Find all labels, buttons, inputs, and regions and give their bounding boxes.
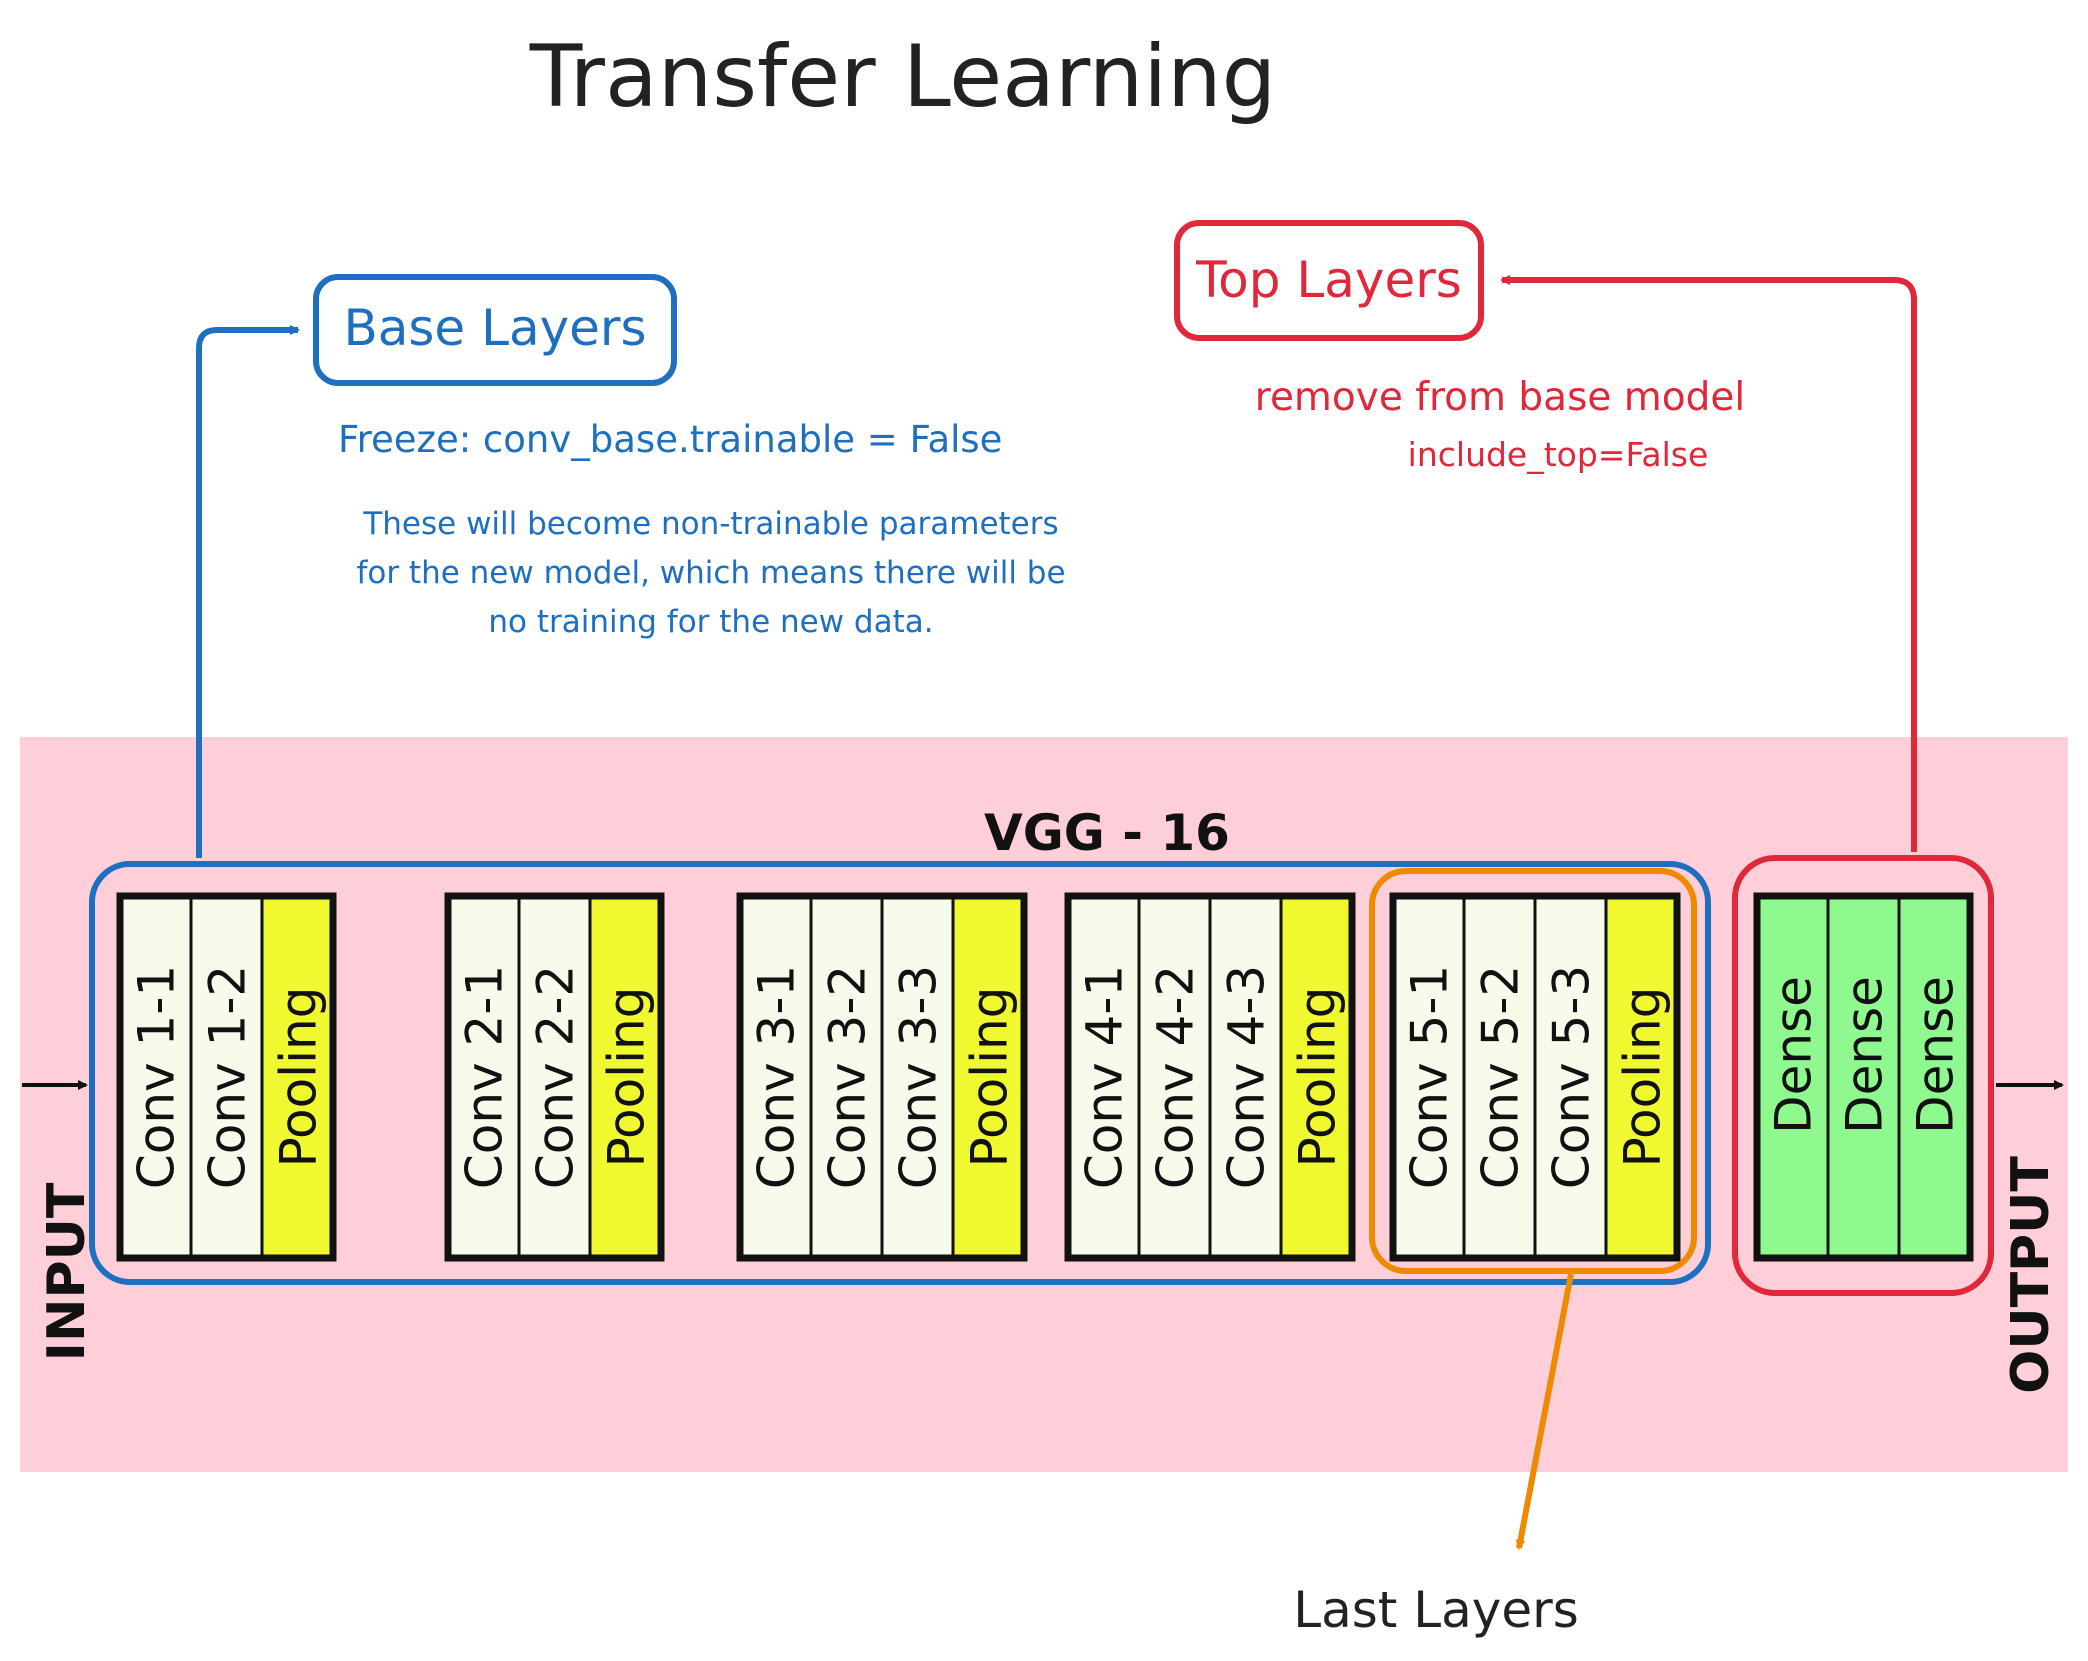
layer-label: Pooling: [270, 987, 328, 1168]
layer-label: Conv 4-2: [1147, 965, 1205, 1189]
top-layers-code: include_top=False: [1408, 435, 1709, 474]
last-layers-label: Last Layers: [1293, 1581, 1579, 1639]
layer-conv: [809, 894, 884, 1260]
layer-label: Pooling: [598, 987, 656, 1168]
base-layers-box: [313, 274, 677, 386]
base-layers-outline: [89, 861, 1711, 1285]
layer-block-frame: [444, 892, 665, 1262]
layer-label: Pooling: [1614, 987, 1672, 1168]
layer-label: Dense: [1765, 976, 1823, 1134]
layer-blocks: Conv 1-1 Conv 1-2 Pooling Conv 2-1 Conv 2-2 P…: [116, 892, 1974, 1262]
layer-conv: [1462, 894, 1537, 1260]
layer-conv: [1066, 894, 1141, 1260]
layer-pool: [951, 894, 1026, 1260]
input-label: INPUT: [37, 1182, 97, 1361]
diagram-title: Transfer Learning: [529, 27, 1277, 127]
layer-block-frame: [736, 892, 1028, 1262]
layer-label: Conv 4-3: [1218, 965, 1276, 1189]
layer-conv: [446, 894, 521, 1260]
network-name: VGG - 16: [984, 804, 1230, 862]
last-layers-outline: [1369, 868, 1697, 1274]
layer-block-1: Conv 1-1 Conv 1-2 Pooling: [116, 892, 337, 1262]
layer-label: Conv 5-2: [1472, 965, 1530, 1189]
base-layers-label: Base Layers: [343, 299, 646, 357]
layer-block-frame: [1064, 892, 1356, 1262]
layer-label: Conv 2-2: [527, 965, 585, 1189]
layer-block-2: Conv 2-1 Conv 2-2 Pooling: [444, 892, 665, 1262]
layer-conv: [738, 894, 813, 1260]
top-layers-label: Top Layers: [1195, 251, 1462, 309]
freeze-note: Freeze: conv_base.trainable = False: [338, 418, 1002, 461]
layer-block-3: Conv 3-1 Conv 3-2 Conv 3-3 Pooling: [736, 892, 1028, 1262]
layer-block-frame: [1389, 892, 1681, 1262]
layer-conv: [118, 894, 193, 1260]
top-layers-note: remove from base model: [1255, 375, 1745, 420]
layer-label: Conv 3-2: [819, 965, 877, 1189]
last-layers-arrow: [1515, 1273, 1574, 1550]
layer-dense: [1897, 894, 1972, 1260]
network-panel: [20, 737, 2068, 1472]
top-layers-outline: [1732, 855, 1994, 1296]
layer-block-frame: [1753, 892, 1974, 1262]
top-layers-box: [1174, 220, 1484, 341]
base-layers-description-3: no training for the new data.: [488, 604, 933, 640]
layer-label: Conv 5-1: [1401, 965, 1459, 1189]
base-layers-description-1: These will become non-trainable paramete…: [362, 506, 1058, 542]
base-layers-description-2: for the new model, which means there wil…: [356, 555, 1065, 591]
layer-label: Pooling: [1289, 987, 1347, 1168]
layer-label: Conv 1-1: [128, 965, 186, 1189]
layer-label: Conv 1-2: [199, 965, 257, 1189]
output-label: OUTPUT: [2001, 1156, 2061, 1394]
layer-block-4: Conv 4-1 Conv 4-2 Conv 4-3 Pooling: [1064, 892, 1356, 1262]
layer-label: Conv 5-3: [1543, 965, 1601, 1189]
base-layers-arrow: [196, 325, 300, 858]
layer-label: Conv 2-1: [456, 965, 514, 1189]
layer-label: Conv 4-1: [1076, 965, 1134, 1189]
layer-label: Pooling: [961, 987, 1019, 1168]
layer-conv: [1391, 894, 1466, 1260]
layer-block-6: Dense Dense Dense: [1753, 892, 1974, 1262]
top-layers-arrow: [1500, 275, 1917, 852]
layer-label: Conv 3-1: [748, 965, 806, 1189]
layer-conv: [517, 894, 592, 1260]
layer-block-frame: [116, 892, 337, 1262]
layer-label: Conv 3-3: [890, 965, 948, 1189]
layer-label: Dense: [1907, 976, 1965, 1134]
layer-block-5: Conv 5-1 Conv 5-2 Conv 5-3 Pooling: [1389, 892, 1681, 1262]
layer-label: Dense: [1836, 976, 1894, 1134]
